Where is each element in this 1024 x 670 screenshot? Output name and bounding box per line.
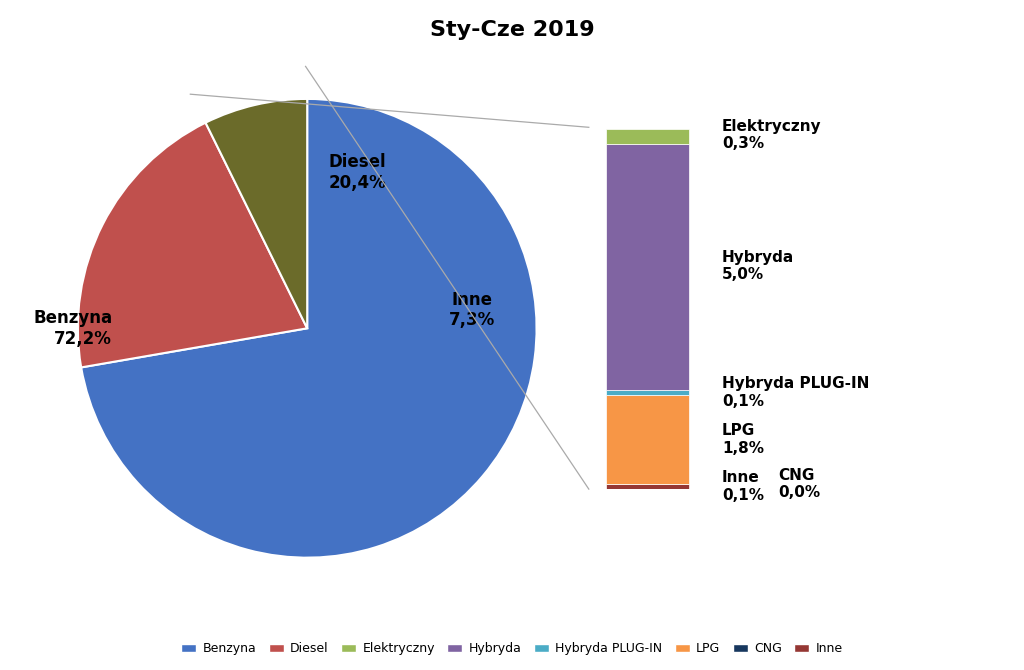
Bar <box>606 129 689 144</box>
Text: Inne
7,3%: Inne 7,3% <box>450 291 496 330</box>
Legend: Benzyna, Diesel, Elektryczny, Hybryda, Hybryda PLUG-IN, LPG, CNG, Inne: Benzyna, Diesel, Elektryczny, Hybryda, H… <box>176 637 848 661</box>
Text: Sty-Cze 2019: Sty-Cze 2019 <box>430 20 594 40</box>
Bar <box>606 391 689 395</box>
Bar <box>606 144 689 391</box>
Wedge shape <box>78 123 307 367</box>
Text: Hybryda
5,0%: Hybryda 5,0% <box>722 250 795 282</box>
Text: Elektryczny
0,3%: Elektryczny 0,3% <box>722 119 821 151</box>
Wedge shape <box>81 99 537 557</box>
Text: Diesel
20,4%: Diesel 20,4% <box>329 153 386 192</box>
Text: Hybryda PLUG-IN
0,1%: Hybryda PLUG-IN 0,1% <box>722 377 869 409</box>
Text: Inne
0,1%: Inne 0,1% <box>722 470 764 502</box>
Wedge shape <box>206 99 307 328</box>
Text: LPG
1,8%: LPG 1,8% <box>722 423 764 456</box>
Bar <box>606 484 689 489</box>
Text: Benzyna
72,2%: Benzyna 72,2% <box>33 309 113 348</box>
Text: CNG
0,0%: CNG 0,0% <box>778 468 820 500</box>
Bar <box>606 395 689 484</box>
